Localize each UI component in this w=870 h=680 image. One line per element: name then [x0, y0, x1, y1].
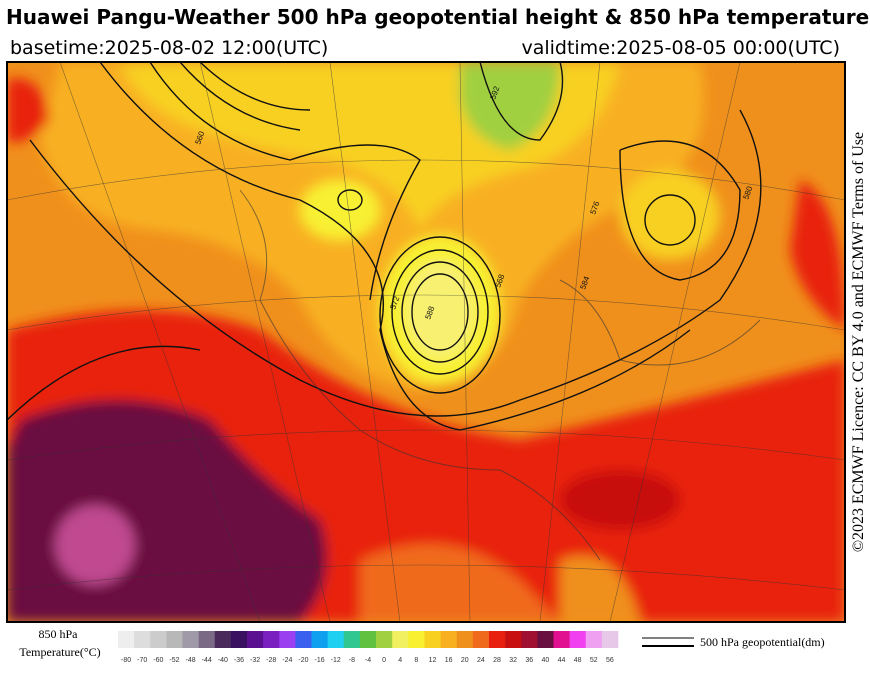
- colorbar-tick-label: 8: [414, 657, 418, 664]
- basetime: basetime:2025-08-02 12:00(UTC): [10, 37, 328, 59]
- colorbar-swatch: [521, 631, 538, 648]
- colorbar-swatch: [585, 631, 603, 648]
- colorbar-tick-label: 48: [574, 657, 582, 664]
- colorbar-swatch: [327, 631, 345, 648]
- colorbar-swatch: [408, 631, 425, 648]
- colorbar-tick-label: -8: [349, 657, 355, 664]
- colorbar-swatch: [198, 631, 216, 648]
- colorbar-swatch: [118, 631, 135, 648]
- colorbar-tick-label: 16: [445, 657, 453, 664]
- colorbar-tick-label: 4: [398, 657, 402, 664]
- colorbar: -80 -70 -60 -52 -48 -44 -40 -36 -32 -28 -24 -20 -16-…: [118, 631, 619, 664]
- colorbar-tick-label: 56: [606, 657, 614, 664]
- contour-label: 584: [578, 275, 591, 291]
- colorbar-tick-label: -20: [298, 657, 308, 664]
- colorbar-tick-label: 44: [558, 657, 566, 664]
- contour-label: 580: [741, 185, 754, 201]
- colorbar-swatch: [134, 631, 151, 648]
- colorbar-tick-label: 40: [542, 657, 550, 664]
- colorbar-subtitle: Temperature(°C): [19, 645, 100, 659]
- colorbar-swatch: [553, 631, 570, 648]
- colorbar-tick-label: -48: [186, 657, 196, 664]
- colorbar-tick-label: -12: [331, 657, 341, 664]
- contour-label: 592: [488, 85, 501, 101]
- contour-label: 560: [193, 130, 206, 146]
- contour-labels: 588 576 584 560 572 592 568 580: [193, 85, 754, 321]
- colorbar-swatch: [376, 631, 393, 648]
- colorbar-swatch: [247, 631, 264, 648]
- credit: ©2023 ECMWF Licence: CC BY 4.0 and ECMWF…: [850, 132, 867, 552]
- colorbar-tick-label: -80: [121, 657, 131, 664]
- colorbar-swatch: [424, 631, 441, 648]
- colorbar-tick-label: -60: [153, 657, 163, 664]
- colorbar-tick-label: 36: [525, 657, 533, 664]
- colorbar-tick-label: -16: [315, 657, 325, 664]
- colorbar-tick-label: -52: [169, 657, 179, 664]
- colorbar-swatch: [295, 631, 312, 648]
- colorbar-tick-label: -32: [250, 657, 260, 664]
- colorbar-swatch: [359, 631, 377, 648]
- colorbar-tick-label: -28: [266, 657, 276, 664]
- map-frame: [6, 61, 846, 623]
- colorbar-swatch: [263, 631, 280, 648]
- colorbar-swatch: [392, 631, 409, 648]
- colorbar-tick-label: -44: [202, 657, 212, 664]
- colorbar-swatch: [214, 631, 232, 648]
- map: [7, 62, 845, 622]
- title: Huawei Pangu-Weather 500 hPa geopotentia…: [6, 5, 869, 29]
- contour-label: 568: [493, 273, 506, 289]
- colorbar-swatch: [601, 631, 619, 648]
- colorbar-swatch: [230, 631, 248, 648]
- colorbar-tick-label: -70: [137, 657, 147, 664]
- contour-label: 572: [388, 295, 401, 311]
- colorbar-tick-label: 20: [461, 657, 469, 664]
- colorbar-tick-label: -4: [365, 657, 371, 664]
- colorbar-swatch: [150, 631, 167, 648]
- colorbar-tick-label: 0: [382, 657, 386, 664]
- colorbar-swatch: [505, 631, 522, 648]
- colorbar-swatch: [343, 631, 361, 648]
- colorbar-title: 850 hPa: [39, 627, 79, 641]
- colorbar-swatch: [279, 631, 296, 648]
- colorbar-swatch: [166, 631, 183, 648]
- colorbar-swatch: [472, 631, 490, 648]
- colorbar-tick-label: -24: [282, 657, 292, 664]
- colorbar-swatch: [456, 631, 474, 648]
- colorbar-tick-label: 24: [477, 657, 485, 664]
- colorbar-swatch: [488, 631, 506, 648]
- colorbar-tick-label: 32: [509, 657, 517, 664]
- contour-label: 588: [423, 305, 436, 321]
- legend-label: 500 hPa geopotential(dm): [700, 635, 825, 649]
- contour-label: 576: [588, 200, 601, 216]
- colorbar-tick-label: 28: [493, 657, 501, 664]
- colorbar-swatch: [440, 631, 458, 648]
- colorbar-tick-label: -40: [218, 657, 228, 664]
- colorbar-swatch: [182, 631, 199, 648]
- validtime: validtime:2025-08-05 00:00(UTC): [521, 37, 840, 59]
- colorbar-swatch: [537, 631, 554, 648]
- colorbar-tick-label: -36: [234, 657, 244, 664]
- colorbar-tick-label: 52: [590, 657, 598, 664]
- colorbar-swatch: [311, 631, 328, 648]
- colorbar-swatch: [569, 631, 587, 648]
- colorbar-tick-label: 12: [429, 657, 437, 664]
